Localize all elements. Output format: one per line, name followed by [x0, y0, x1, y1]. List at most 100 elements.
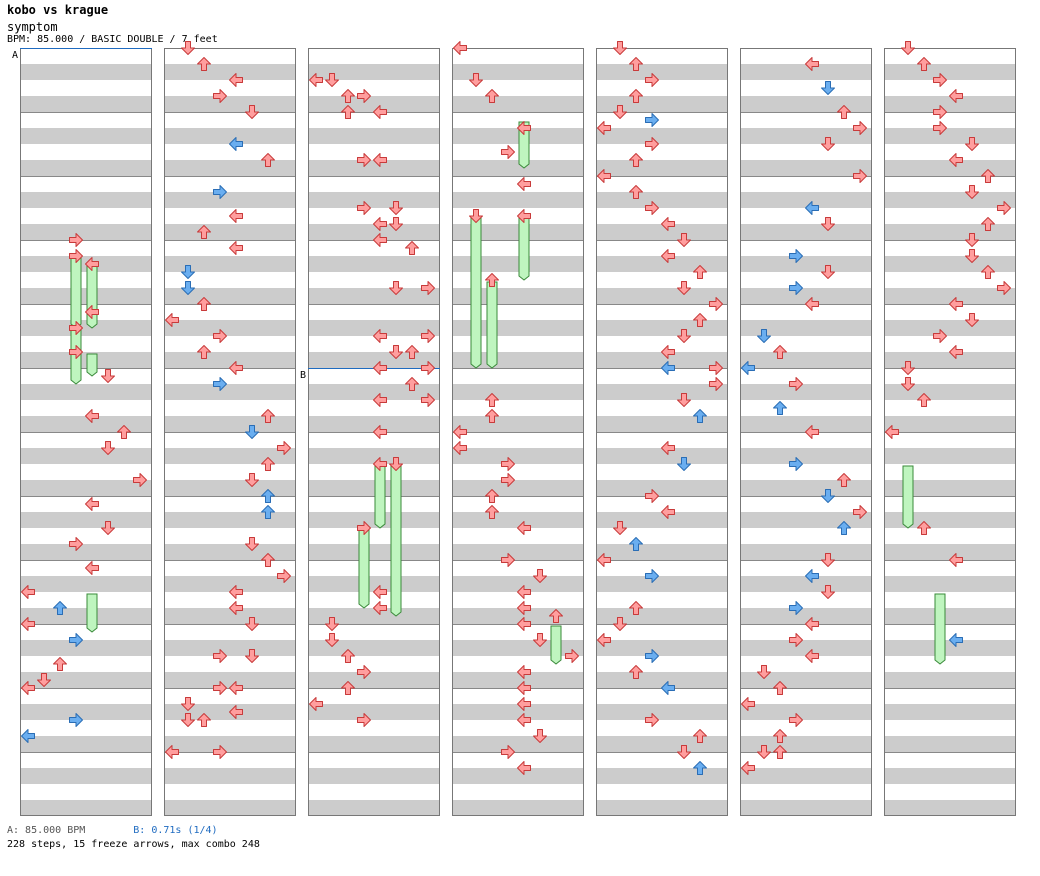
step-arrow — [277, 441, 291, 455]
step-arrow — [405, 345, 419, 359]
step-arrow — [629, 665, 643, 679]
step-arrow — [597, 169, 611, 183]
step-arrow — [773, 729, 787, 743]
step-arrow — [901, 377, 915, 391]
step-arrow — [373, 217, 387, 231]
step-arrow — [789, 281, 803, 295]
step-arrow — [261, 489, 275, 503]
step-arrow — [821, 489, 835, 503]
step-arrow — [501, 553, 515, 567]
step-arrow — [517, 665, 531, 679]
step-arrow — [357, 665, 371, 679]
step-arrow — [21, 617, 35, 631]
step-arrow — [613, 521, 627, 535]
chart-title: kobo vs krague — [7, 3, 109, 17]
step-arrow — [229, 241, 243, 255]
step-arrow — [517, 521, 531, 535]
step-arrow — [21, 585, 35, 599]
step-arrow — [85, 257, 99, 271]
step-arrow — [181, 41, 195, 55]
step-arrow — [357, 89, 371, 103]
step-arrow — [677, 745, 691, 759]
step-arrow — [645, 713, 659, 727]
step-arrow — [101, 521, 115, 535]
step-arrow — [805, 425, 819, 439]
step-arrow — [741, 697, 755, 711]
freeze-arrow — [486, 281, 498, 369]
step-arrow — [229, 681, 243, 695]
chart-stats: 228 steps, 15 freeze arrows, max combo 2… — [7, 839, 260, 850]
step-arrow — [181, 697, 195, 711]
step-arrow — [357, 713, 371, 727]
step-arrow — [181, 265, 195, 279]
step-arrow — [245, 537, 259, 551]
step-arrow — [629, 185, 643, 199]
step-arrow — [661, 217, 675, 231]
step-arrow — [485, 505, 499, 519]
step-arrow — [853, 169, 867, 183]
step-arrow — [533, 729, 547, 743]
step-arrow — [261, 457, 275, 471]
step-arrow — [933, 73, 947, 87]
step-arrow — [501, 745, 515, 759]
step-arrow — [53, 601, 67, 615]
step-arrow — [517, 681, 531, 695]
freeze-arrow — [86, 353, 98, 377]
step-arrow — [517, 713, 531, 727]
step-arrow — [805, 57, 819, 71]
step-arrow — [261, 409, 275, 423]
step-arrow — [341, 649, 355, 663]
step-arrow — [981, 169, 995, 183]
step-arrow — [37, 673, 51, 687]
step-arrow — [197, 297, 211, 311]
step-arrow — [837, 105, 851, 119]
step-arrow — [341, 89, 355, 103]
step-arrow — [69, 321, 83, 335]
step-arrow — [85, 305, 99, 319]
step-arrow — [933, 105, 947, 119]
step-arrow — [373, 457, 387, 471]
step-arrow — [373, 425, 387, 439]
chart-column — [884, 48, 1016, 816]
freeze-arrow — [86, 593, 98, 633]
step-arrow — [501, 457, 515, 471]
freeze-arrow — [70, 257, 82, 329]
step-arrow — [549, 609, 563, 623]
freeze-arrow — [374, 465, 386, 529]
step-arrow — [741, 761, 755, 775]
step-arrow — [965, 233, 979, 247]
step-arrow — [597, 121, 611, 135]
step-arrow — [373, 601, 387, 615]
step-arrow — [85, 409, 99, 423]
step-arrow — [69, 537, 83, 551]
step-arrow — [917, 57, 931, 71]
step-arrow — [629, 89, 643, 103]
bpm-label: A: 85.000 BPM — [7, 825, 86, 836]
step-arrow — [389, 345, 403, 359]
step-arrow — [517, 177, 531, 191]
step-arrow — [213, 745, 227, 759]
step-arrow — [373, 585, 387, 599]
step-arrow — [645, 489, 659, 503]
step-arrow — [229, 585, 243, 599]
step-arrow — [229, 73, 243, 87]
step-arrow — [821, 553, 835, 567]
step-arrow — [933, 121, 947, 135]
step-arrow — [213, 649, 227, 663]
step-arrow — [517, 601, 531, 615]
step-arrow — [661, 441, 675, 455]
step-arrow — [965, 313, 979, 327]
step-arrow — [693, 409, 707, 423]
step-arrow — [709, 377, 723, 391]
step-arrow — [517, 697, 531, 711]
chart-column — [308, 48, 440, 816]
freeze-arrow — [902, 465, 914, 529]
freeze-arrow — [518, 217, 530, 281]
step-arrow — [261, 505, 275, 519]
step-arrow — [773, 681, 787, 695]
step-arrow — [901, 41, 915, 55]
step-arrow — [501, 473, 515, 487]
freeze-arrow — [358, 529, 370, 609]
chart-column — [452, 48, 584, 816]
step-arrow — [805, 569, 819, 583]
